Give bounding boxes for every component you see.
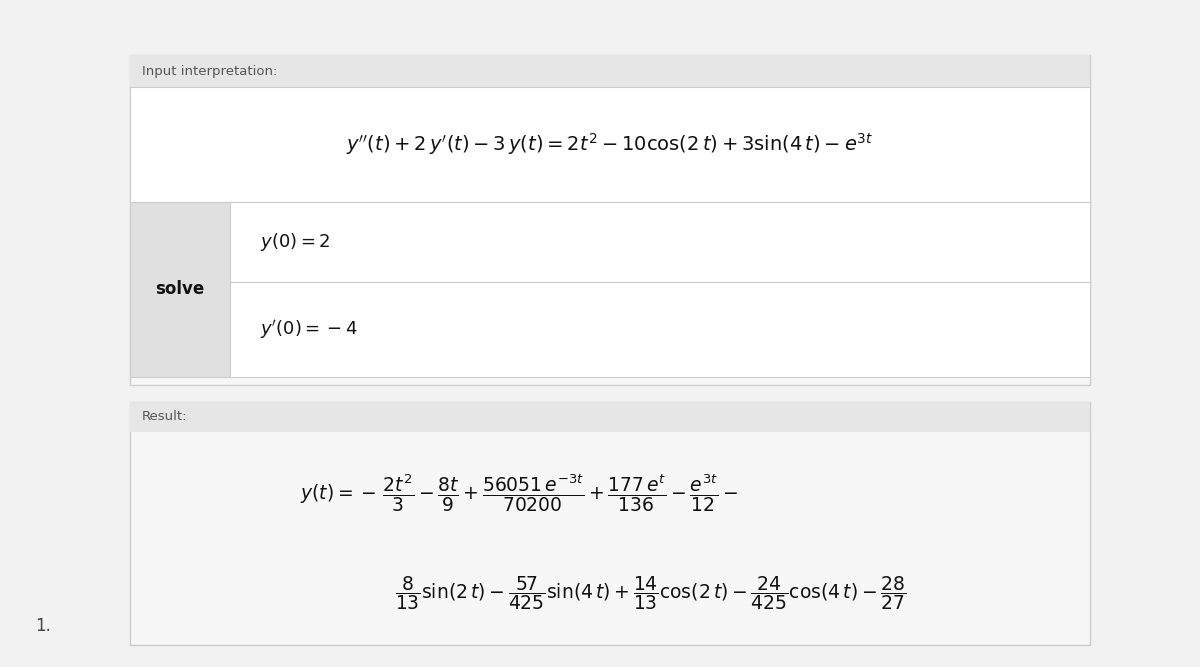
FancyBboxPatch shape [230,282,1090,377]
FancyBboxPatch shape [130,55,1090,385]
Text: Input interpretation:: Input interpretation: [142,65,277,77]
FancyBboxPatch shape [130,402,1090,645]
Text: $y(t) = -\,\dfrac{2t^2}{3} - \dfrac{8t}{9} + \dfrac{56051\,e^{-3t}}{70200} + \df: $y(t) = -\,\dfrac{2t^2}{3} - \dfrac{8t}{… [300,473,738,514]
Text: $y''(t) + 2\,y'(t) - 3\,y(t) = 2t^2 - 10\cos(2\,t) + 3\sin(4\,t) - e^{3t}$: $y''(t) + 2\,y'(t) - 3\,y(t) = 2t^2 - 10… [347,131,874,157]
Text: $y(0) = 2$: $y(0) = 2$ [260,231,330,253]
FancyBboxPatch shape [230,202,1090,282]
Text: $y'(0) = -4$: $y'(0) = -4$ [260,318,358,341]
Text: 1.: 1. [35,617,50,635]
Text: Result:: Result: [142,410,187,424]
FancyBboxPatch shape [130,402,1090,432]
FancyBboxPatch shape [130,55,1090,87]
FancyBboxPatch shape [130,87,1090,202]
FancyBboxPatch shape [130,202,230,377]
Text: $\dfrac{8}{13}\sin(2\,t) - \dfrac{57}{425}\sin(4\,t) + \dfrac{14}{13}\cos(2\,t) : $\dfrac{8}{13}\sin(2\,t) - \dfrac{57}{42… [395,574,906,612]
Text: solve: solve [155,281,205,299]
